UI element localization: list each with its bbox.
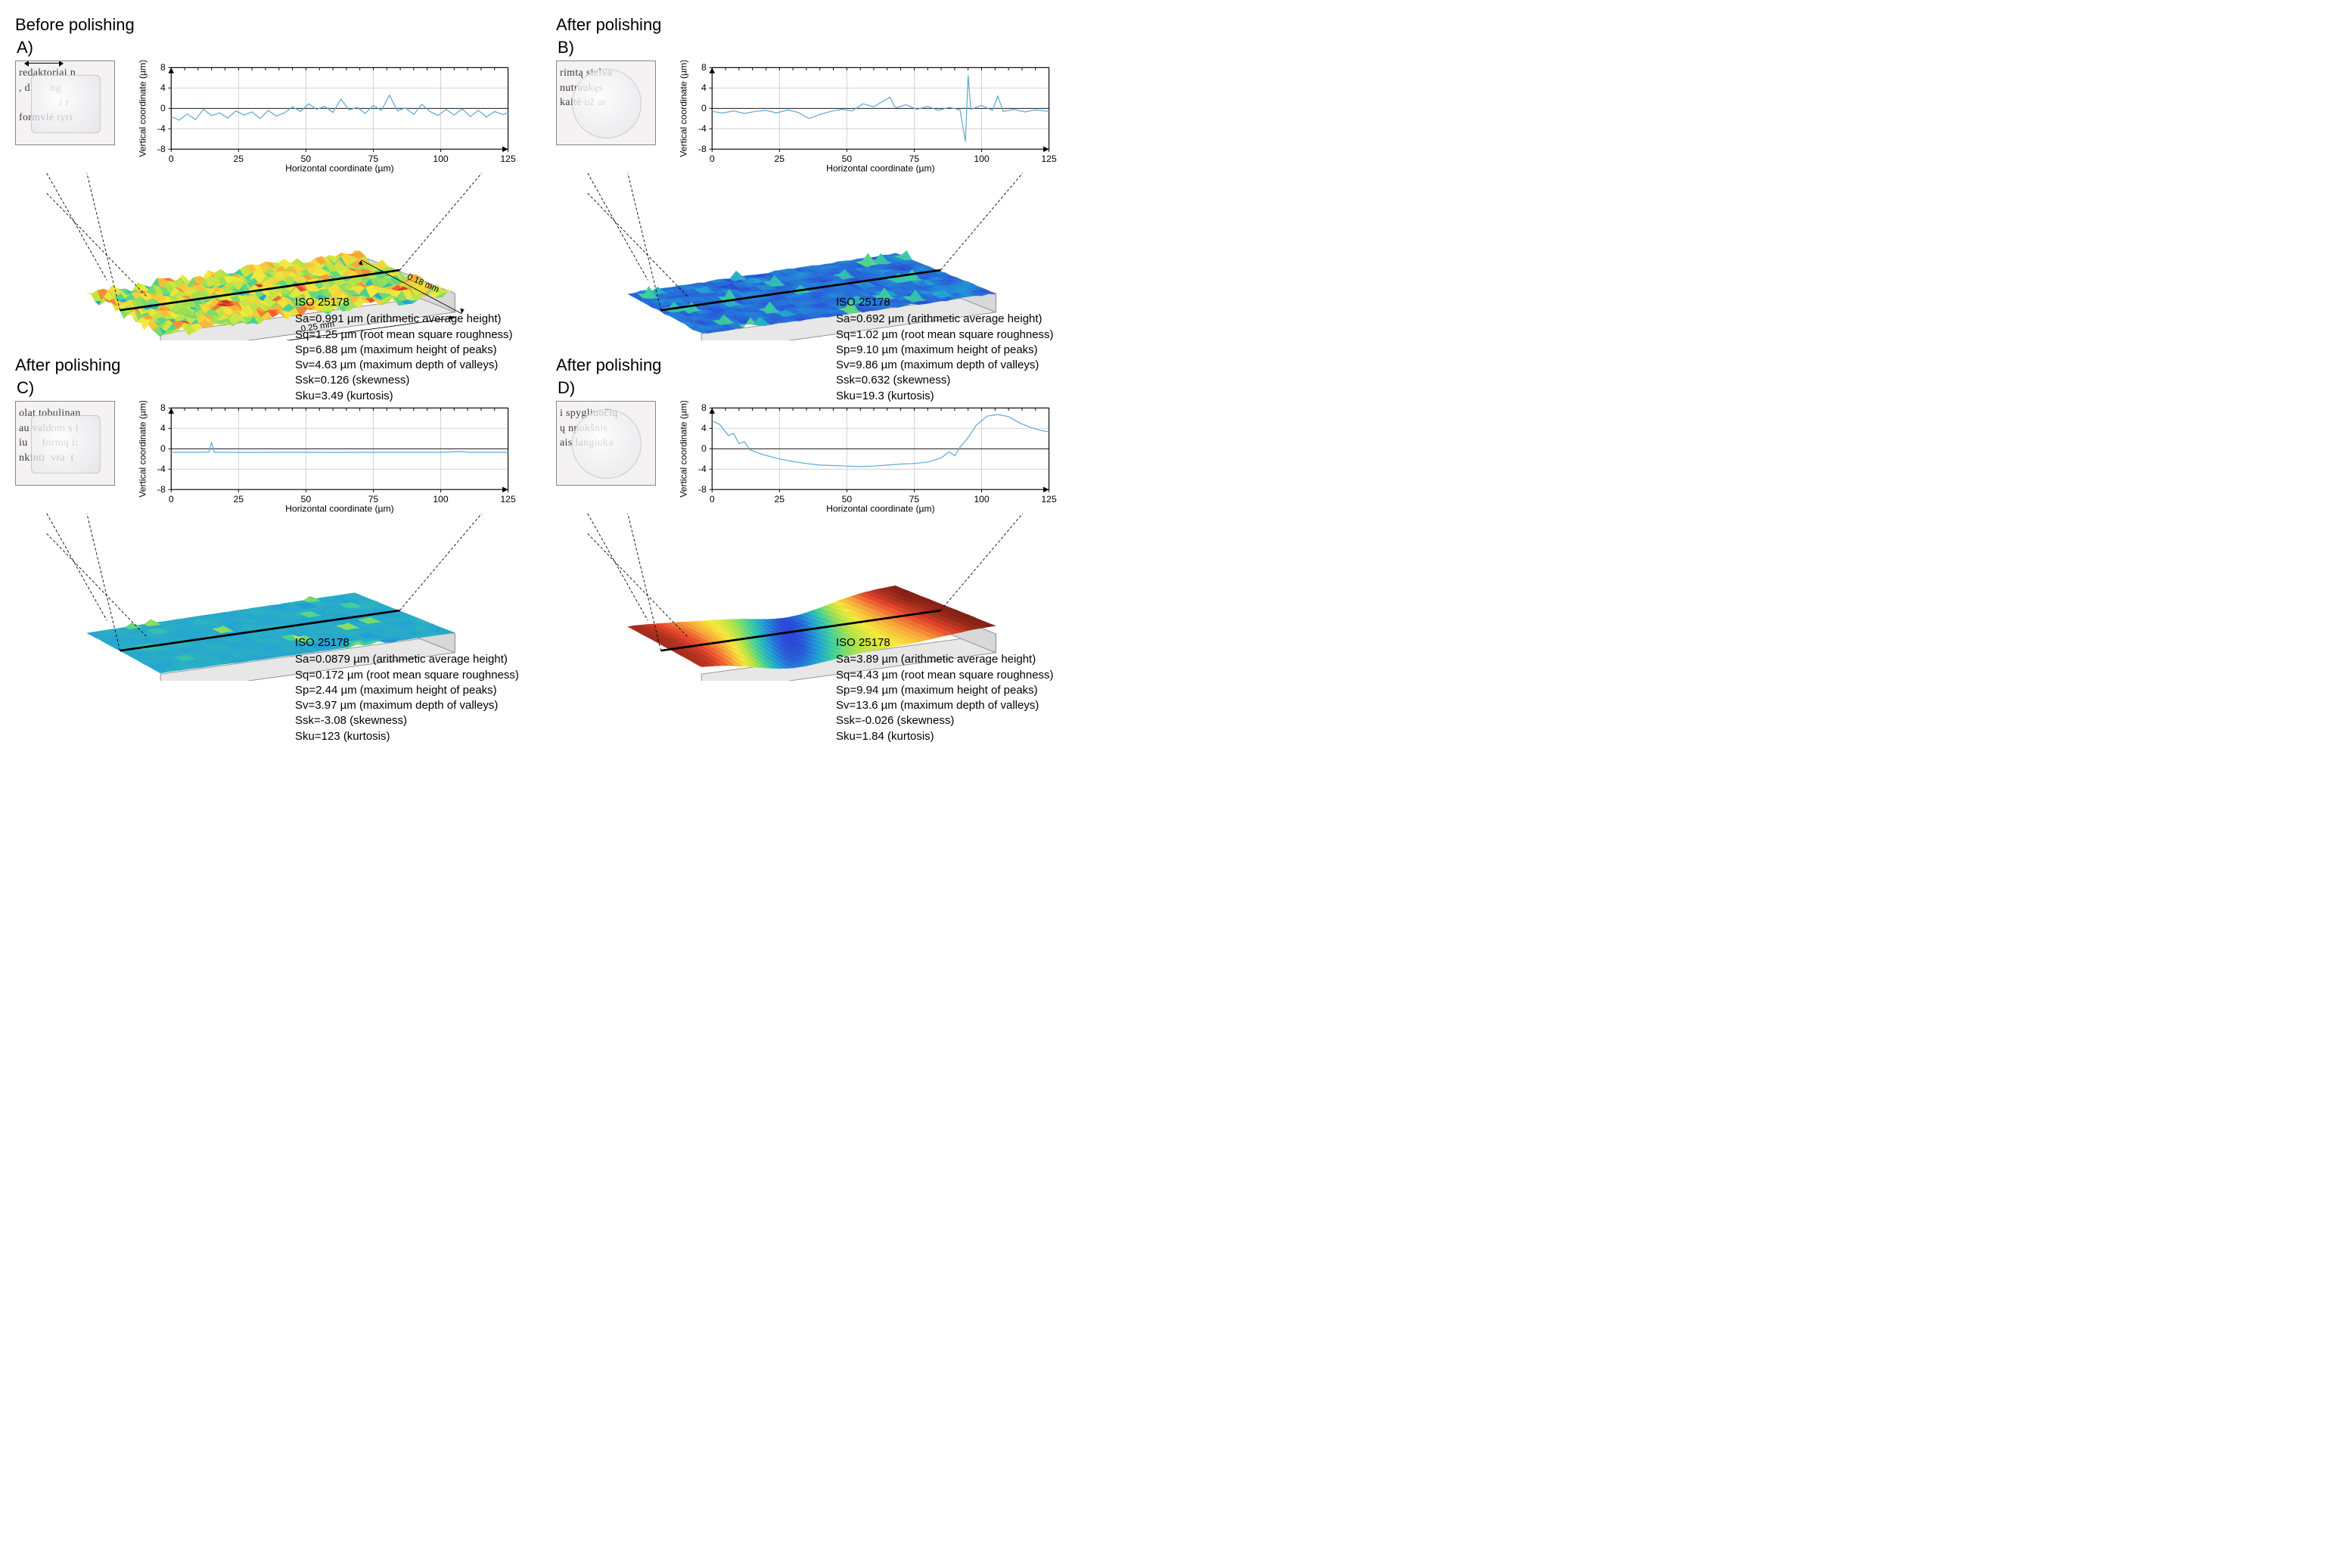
svg-text:-4: -4: [157, 464, 166, 474]
svg-text:8: 8: [160, 62, 166, 73]
inset-thumbnail: rimtą sielva nutraukęs kaitė už ar: [556, 61, 656, 145]
svg-text:-4: -4: [698, 123, 707, 134]
svg-text:Vertical coordinate (µm): Vertical coordinate (µm): [138, 401, 148, 498]
sample-shape: [572, 409, 642, 479]
sample-shape: [31, 415, 101, 474]
panel-letter: B): [558, 38, 1074, 57]
svg-text:8: 8: [701, 62, 707, 73]
panel-letter: A): [17, 38, 533, 57]
panel-letter: C): [17, 378, 533, 398]
svg-text:4: 4: [160, 423, 166, 433]
iso-parameters: ISO 25178 Sa=3.89 µm (arithmetic average…: [836, 635, 1054, 744]
panel-C: After polishing C) olat tobulinan au val…: [15, 356, 533, 681]
scale-bar: 10 mm: [25, 61, 63, 64]
panel-title: After polishing: [15, 356, 533, 375]
svg-text:8: 8: [160, 402, 166, 413]
panel-title: After polishing: [556, 15, 1074, 35]
svg-text:-8: -8: [698, 144, 707, 154]
panel-D: After polishing D) i spygliuočių ų npokš…: [556, 356, 1074, 681]
svg-text:100: 100: [433, 494, 449, 505]
svg-text:0: 0: [169, 154, 174, 164]
svg-text:8: 8: [701, 402, 707, 413]
svg-text:25: 25: [775, 494, 785, 505]
svg-text:-8: -8: [157, 144, 166, 154]
iso-parameters: ISO 25178 Sa=0.0879 µm (arithmetic avera…: [295, 635, 519, 744]
svg-text:0: 0: [160, 443, 166, 454]
iso-standard: ISO 25178: [295, 295, 513, 310]
svg-text:-4: -4: [157, 123, 166, 134]
iso-standard: ISO 25178: [295, 635, 519, 650]
inset-thumbnail: olat tobulinan au valdom s i iu formų i:…: [15, 401, 115, 486]
svg-text:25: 25: [234, 494, 244, 505]
svg-text:0: 0: [701, 103, 707, 113]
svg-text:100: 100: [433, 154, 449, 164]
svg-text:125: 125: [500, 154, 516, 164]
profile-plot: -8-40480255075100125Horizontal coordinat…: [121, 61, 533, 174]
svg-text:25: 25: [234, 154, 244, 164]
svg-text:-8: -8: [698, 484, 707, 495]
svg-text:4: 4: [701, 423, 707, 433]
svg-text:0: 0: [710, 154, 715, 164]
svg-text:Vertical coordinate (µm): Vertical coordinate (µm): [679, 61, 689, 157]
svg-text:0: 0: [169, 494, 174, 505]
sample-shape: [31, 75, 101, 133]
svg-text:Vertical coordinate (µm): Vertical coordinate (µm): [138, 61, 148, 157]
svg-text:100: 100: [974, 494, 990, 505]
svg-text:125: 125: [1041, 154, 1057, 164]
svg-text:100: 100: [974, 154, 990, 164]
svg-text:4: 4: [701, 82, 707, 93]
svg-text:4: 4: [160, 82, 166, 93]
svg-text:125: 125: [500, 494, 516, 505]
sample-shape: [572, 69, 642, 138]
profile-plot: -8-40480255075100125Horizontal coordinat…: [662, 61, 1074, 174]
iso-standard: ISO 25178: [836, 635, 1054, 650]
panel-A: Before polishing A) 10 mm redaktoriai n …: [15, 15, 533, 340]
svg-text:125: 125: [1041, 494, 1057, 505]
profile-plot: -8-40480255075100125Horizontal coordinat…: [662, 401, 1074, 514]
inset-thumbnail: i spygliuočių ų npokšnis ais langiuka: [556, 401, 656, 486]
svg-text:0: 0: [701, 443, 707, 454]
panel-title: After polishing: [556, 356, 1074, 375]
panel-title: Before polishing: [15, 15, 533, 35]
svg-text:0: 0: [160, 103, 166, 113]
iso-standard: ISO 25178: [836, 295, 1054, 310]
svg-text:Vertical coordinate (µm): Vertical coordinate (µm): [679, 401, 689, 498]
profile-plot: -8-40480255075100125Horizontal coordinat…: [121, 401, 533, 514]
panel-letter: D): [558, 378, 1074, 398]
inset-thumbnail: 10 mm redaktoriai n , d ng i r formvlé t…: [15, 61, 115, 145]
svg-text:-4: -4: [698, 464, 707, 474]
svg-text:0: 0: [710, 494, 715, 505]
svg-text:25: 25: [775, 154, 785, 164]
panel-B: After polishing B) rimtą sielva nutraukę…: [556, 15, 1074, 340]
figure-grid: Before polishing A) 10 mm redaktoriai n …: [15, 15, 1074, 681]
svg-text:-8: -8: [157, 484, 166, 495]
